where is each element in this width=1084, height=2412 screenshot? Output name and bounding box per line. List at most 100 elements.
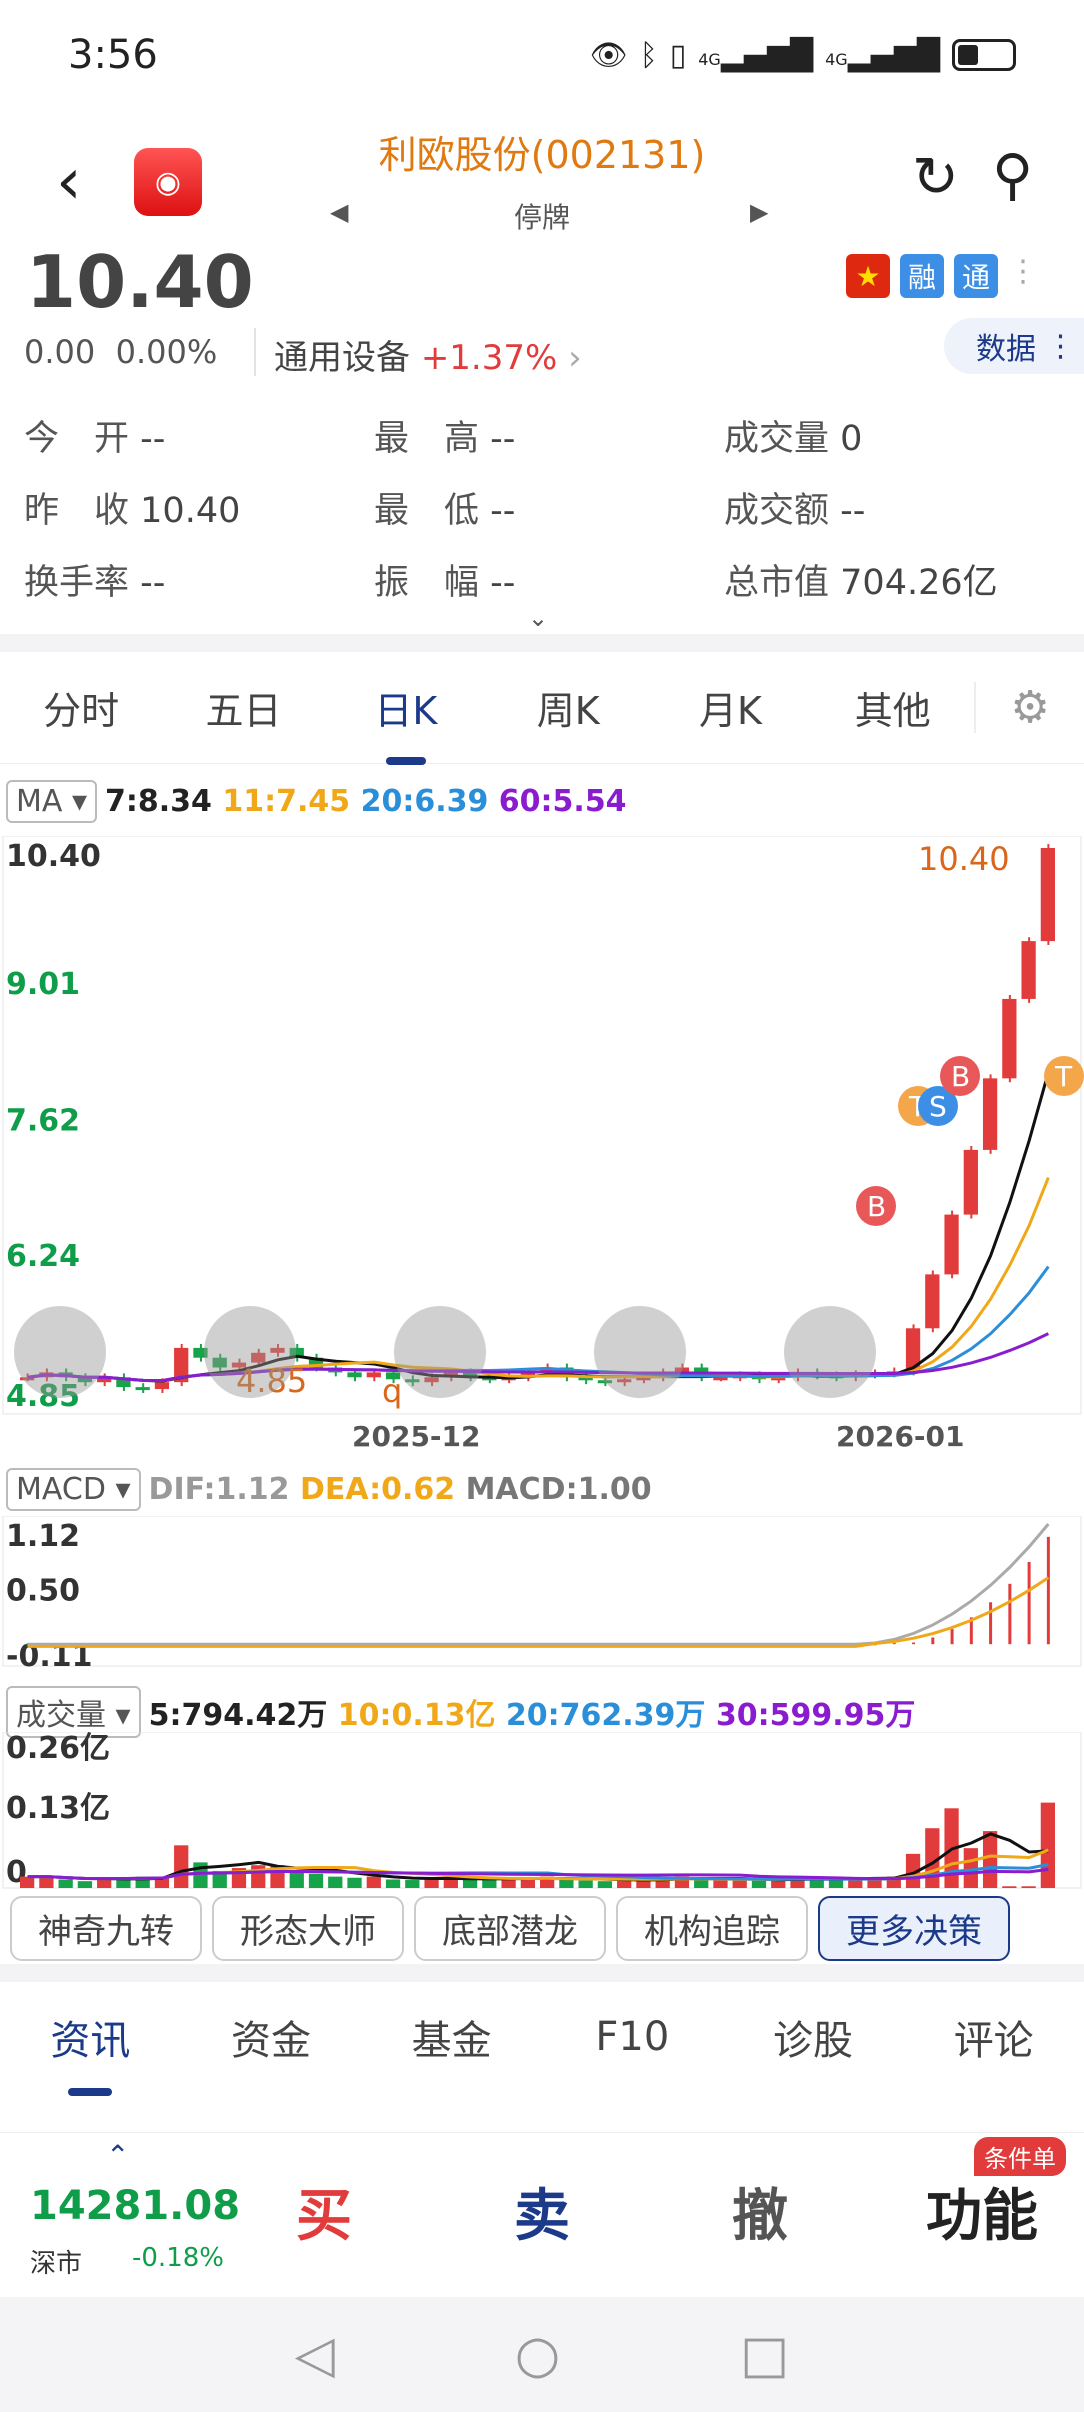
feature-1[interactable]: 形态大师 [212,1896,404,1961]
volume-bar [58,1879,73,1888]
volume-bar [520,1877,535,1888]
bottom-tab-1[interactable]: 资金 [231,2018,311,2064]
index-name: 深市 [30,2249,83,2279]
refresh-icon[interactable]: ↻ [912,145,959,210]
bottom-tab-0[interactable]: 资讯 [0,2008,181,2096]
volume-bar [809,1878,824,1888]
candle-body [963,1149,978,1215]
volume-legend: 成交量 ▾ 5:794.42万 10:0.13亿 20:762.39万 30:5… [6,1686,915,1738]
x-tick-0: 2025-12 [352,1420,481,1453]
volume-selector[interactable]: 成交量 ▾ [6,1686,141,1738]
volume-bar [405,1880,420,1888]
volume-bar [578,1880,593,1888]
y-tick-2: 7.62 [6,1103,80,1138]
volume-bar [482,1880,497,1888]
stock-header: ‹ ◉ 利欧股份(002131) ◀ 停牌 ▶ ↻ ⚲ [0,120,1084,240]
connect-badge: 通 [954,254,998,298]
candle-body [578,1377,593,1381]
feature-2[interactable]: 底部潜龙 [414,1896,606,1961]
volume-bar [135,1876,150,1888]
signal-marker-label-4: T [1054,1060,1073,1093]
candle-body [1040,848,1055,942]
candle-body [617,1379,632,1383]
conditional-order-badge[interactable]: 条件单 [974,2137,1066,2176]
stock-title[interactable]: 利欧股份(002131) [378,133,706,177]
volume-bar [347,1877,362,1888]
nav-home-icon[interactable]: ○ [514,2324,561,2385]
prev-stock-icon[interactable]: ◀ [330,198,349,226]
settings-gear-icon[interactable]: ⚙ [973,682,1084,733]
x-tick-1: 2026-01 [836,1420,965,1453]
stat-2: 成交量 0 [724,419,863,459]
bottom-tabs: 资讯 资金 基金 F10 诊股 评论 [0,1982,1084,2096]
bottom-tab-2[interactable]: 基金 [411,2018,492,2064]
ma-selector[interactable]: MA ▾ [6,780,98,823]
volume-bar [20,1876,35,1888]
sell-button[interactable]: 卖 [514,2184,570,2249]
y-tick-3: 6.24 [6,1239,80,1274]
eye-icon: 👁 [589,37,628,73]
kline-chart[interactable]: 10.409.017.626.244.8510.404.85qBTSBT2025… [0,836,1084,1456]
macd-y-tick-0: 1.12 [6,1519,80,1554]
tab-5[interactable]: 其他 [854,689,931,733]
dif-line [27,1523,1050,1646]
vol-y-tick-1: 0.13亿 [6,1791,110,1826]
tab-3[interactable]: 周K [536,689,600,733]
buy-button[interactable]: 买 [296,2184,352,2249]
candle-body [713,1377,728,1381]
bottom-tab-4[interactable]: 诊股 [773,2018,854,2064]
scroll-button-2 [394,1306,486,1398]
status-bar: 3:56 👁 ᛒ ▯ 4G▂▄▆█ 4G▂▄▆█ [0,0,1084,110]
volume-bar [212,1870,227,1888]
search-icon[interactable]: ⚲ [992,143,1034,208]
index-value[interactable]: 14281.08 [30,2183,241,2229]
candle-body [193,1347,208,1358]
candle-body [674,1367,690,1373]
vol-y-tick-0: 0.26亿 [6,1732,110,1766]
index-expand-icon[interactable]: ⌃ [106,2139,130,2172]
scroll-button-3 [594,1306,686,1398]
volume-bar [540,1876,555,1888]
tab-4[interactable]: 月K [699,689,762,733]
status-time: 3:56 [68,32,158,78]
sector-link[interactable]: 通用设备 +1.37% › [274,338,582,378]
volume-bar [174,1845,189,1888]
vibrate-icon: ▯ [669,37,687,73]
candle-body [97,1377,112,1383]
tab-0[interactable]: 分时 [43,689,120,733]
candle-body [1002,998,1017,1079]
volume-bar [1002,1886,1017,1888]
margin-badge: 融 [900,254,944,298]
macd-selector[interactable]: MACD ▾ [6,1468,141,1511]
stat-3: 昨 收 10.40 [24,491,241,531]
tab-1[interactable]: 五日 [205,689,282,733]
volume-bar [771,1879,786,1888]
more-flags-icon[interactable]: ⋮ [1008,254,1038,289]
cancel-order-button[interactable]: 撤 [732,2184,788,2249]
volume-bar [443,1876,458,1888]
data-button[interactable]: 数据 ⋮ [944,318,1084,374]
feature-0[interactable]: 神奇九转 [10,1896,202,1961]
macd-legend: MACD ▾ DIF:1.12 DEA:0.62 MACD:1.00 [6,1468,652,1511]
ma-7-line [27,1071,1050,1383]
battery-icon [952,39,1016,71]
volume-bar [963,1848,978,1888]
next-stock-icon[interactable]: ▶ [750,198,769,226]
nav-recent-icon[interactable]: □ [740,2324,790,2385]
stock-flags: ★ 融 通 ⋮ [846,254,1038,298]
index-pct: -0.18% [132,2243,224,2273]
feature-3[interactable]: 机构追踪 [616,1896,808,1961]
volume-bar [328,1876,343,1888]
candle-body [925,1274,940,1329]
bottom-tab-3[interactable]: F10 [595,2014,670,2060]
bottom-tab-5[interactable]: 评论 [953,2018,1034,2064]
function-button[interactable]: 功能 [926,2184,1038,2249]
feature-4[interactable]: 更多决策 [818,1896,1010,1961]
nav-back-icon[interactable]: ◁ [294,2324,335,2385]
tab-2[interactable]: 日K [325,680,487,765]
back-arrow-icon[interactable]: ‹ [56,145,82,219]
volume-bar [867,1877,882,1888]
macd-chart[interactable]: 1.120.50-0.11 [0,1516,1084,1668]
expand-chevron-icon[interactable]: ⌄ [528,604,549,632]
